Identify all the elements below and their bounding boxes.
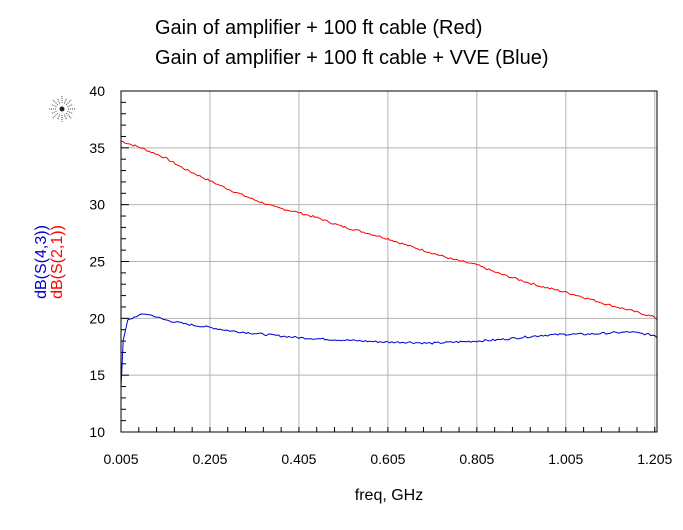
chart-title-line-2: Gain of amplifier + 100 ft cable + VVE (… xyxy=(155,47,549,69)
x-tick-label: 1.205 xyxy=(637,451,672,467)
series-lines xyxy=(120,140,658,387)
x-tick-label: 0.005 xyxy=(103,451,138,467)
y-tick-label: 35 xyxy=(89,140,105,156)
grid xyxy=(121,91,657,432)
x-tick-label: 0.405 xyxy=(281,451,316,467)
x-tick-label: 0.205 xyxy=(192,451,227,467)
y-axis-label: dB(S(4,3)) dB(S(2,1)) xyxy=(33,225,66,299)
y-tick-label: 10 xyxy=(89,424,105,440)
series-line-red xyxy=(120,140,658,320)
x-tick-labels: 0.005 0.205 0.405 0.605 0.805 1.005 1.205 xyxy=(103,451,672,467)
chart-title-line-1: Gain of amplifier + 100 ft cable (Red) xyxy=(155,17,482,39)
x-tick-label: 0.805 xyxy=(459,451,494,467)
y-axis-label-red: dB(S(2,1)) xyxy=(49,225,66,299)
marker-icon xyxy=(48,95,76,123)
y-tick-label: 40 xyxy=(89,83,105,99)
x-tick-label: 1.005 xyxy=(548,451,583,467)
x-tick-label: 0.605 xyxy=(370,451,405,467)
series-line-blue xyxy=(120,313,658,387)
y-tick-label: 15 xyxy=(89,367,105,383)
y-axis-label-blue: dB(S(4,3)) xyxy=(33,225,50,299)
x-axis-label: freq, GHz xyxy=(355,487,423,504)
y-tick-label: 25 xyxy=(89,254,105,270)
y-tick-label: 30 xyxy=(89,197,105,213)
plot-frame xyxy=(120,90,658,433)
y-tick-labels: 10 15 20 25 30 35 40 xyxy=(89,83,105,440)
y-tick-label: 20 xyxy=(89,310,105,326)
